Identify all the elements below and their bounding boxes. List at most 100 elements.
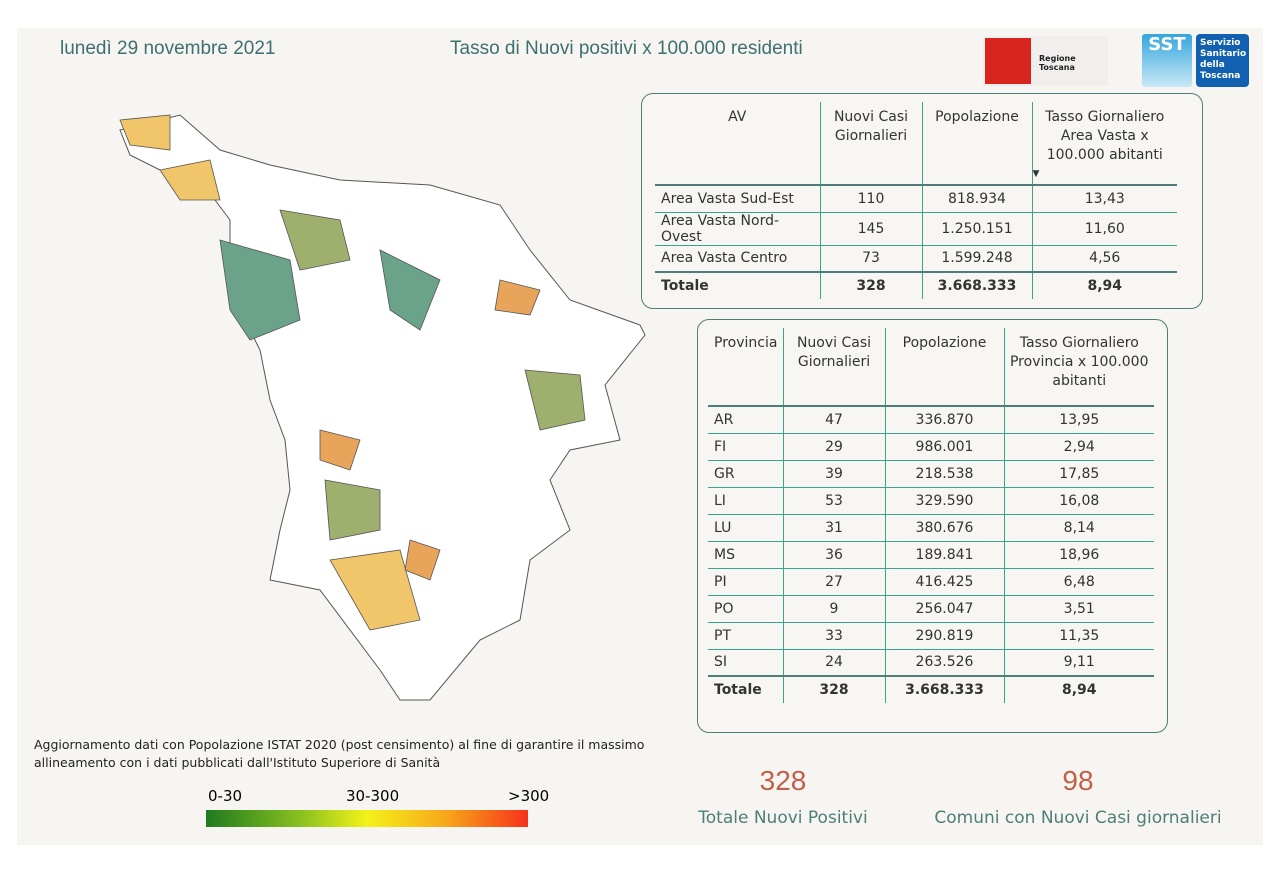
table-cell: 27 [782, 568, 885, 596]
table-cell: 36 [782, 541, 885, 569]
table-cell: 39 [782, 460, 885, 488]
table-cell: 47 [782, 406, 885, 434]
legend-color-scale [206, 810, 528, 827]
update-note: Aggiornamento dati con Popolazione ISTAT… [34, 737, 645, 770]
table-row: FI 29 986.001 2,94 [708, 433, 1154, 461]
tuscany-map [119, 114, 646, 701]
table-cell: MS [708, 541, 783, 569]
table-cell: 328 [819, 271, 922, 299]
total-row: Totale 328 3.668.333 8,94 [708, 675, 1154, 703]
map-area-yellow [119, 114, 171, 151]
table-cell: 13,95 [1003, 406, 1154, 434]
table-cell: 73 [819, 245, 922, 273]
map-area-olive [324, 479, 381, 541]
table-cell: Totale [655, 271, 820, 299]
map-area-yellow [159, 159, 221, 201]
table-row: PT 33 290.819 11,35 [708, 622, 1154, 650]
map-area-orange [404, 539, 441, 581]
table-cell: 1.250.151 [921, 212, 1032, 246]
table-cell: Area Vasta Centro [655, 245, 820, 273]
table-cell: 986.001 [884, 433, 1004, 461]
table-row: SI 24 263.526 9,11 [708, 649, 1154, 677]
table-cell: 218.538 [884, 460, 1004, 488]
table-cell: FI [708, 433, 783, 461]
table-row: LU 31 380.676 8,14 [708, 514, 1154, 542]
table-cell: 263.526 [884, 649, 1004, 677]
table-row: LI 53 329.590 16,08 [708, 487, 1154, 515]
table-cell: SI [708, 649, 783, 677]
map-area-green [379, 249, 441, 331]
legend-label-high: >300 [508, 787, 550, 805]
table-row: Area Vasta Centro 73 1.599.248 4,56 [655, 245, 1177, 273]
table-cell: 380.676 [884, 514, 1004, 542]
table-cell: 24 [782, 649, 885, 677]
regione-toscana-logo: Regione Toscana [983, 36, 1108, 86]
table-cell: 29 [782, 433, 885, 461]
population-header[interactable]: Popolazione [921, 102, 1032, 186]
municipalities-label: Comuni con Nuovi Casi giornalieri [934, 808, 1222, 828]
table-cell: 33 [782, 622, 885, 650]
table-cell: 11,35 [1003, 622, 1154, 650]
table-cell: 3,51 [1003, 595, 1154, 623]
table-cell: 4,56 [1031, 245, 1177, 273]
table-cell: 336.870 [884, 406, 1004, 434]
table-cell: Totale [708, 675, 783, 703]
sst-logo-text: Servizio Sanitario della Toscana [1196, 34, 1249, 87]
table-cell: 145 [819, 212, 922, 246]
page-title: Tasso di Nuovi positivi x 100.000 reside… [450, 38, 803, 59]
table-cell: PT [708, 622, 783, 650]
map-area-olive [524, 369, 586, 431]
table-cell: 1.599.248 [921, 245, 1032, 273]
table-cell: PI [708, 568, 783, 596]
municipalities-value: 98 [1062, 765, 1094, 796]
table-cell: 329.590 [884, 487, 1004, 515]
province-table: Provincia Nuovi Casi Giornalieri Popolaz… [708, 328, 1154, 703]
table-cell: 818.934 [921, 185, 1032, 213]
table-cell: 328 [782, 675, 885, 703]
population-header[interactable]: Popolazione [884, 328, 1004, 407]
table-cell: 3.668.333 [921, 271, 1032, 299]
pegasus-icon [985, 38, 1031, 84]
table-cell: GR [708, 460, 783, 488]
table-cell: 6,48 [1003, 568, 1154, 596]
table-cell: 3.668.333 [884, 675, 1004, 703]
map-area-olive [279, 209, 351, 271]
province-header[interactable]: Provincia [708, 328, 783, 407]
table-row: PI 27 416.425 6,48 [708, 568, 1154, 596]
map-area-orange [319, 429, 361, 471]
table-cell: 11,60 [1031, 212, 1177, 246]
map-area-orange [494, 279, 541, 316]
table-cell: LU [708, 514, 783, 542]
table-cell: 256.047 [884, 595, 1004, 623]
table-cell: Area Vasta Nord-Ovest [655, 212, 820, 246]
province-table-box: Provincia Nuovi Casi Giornalieri Popolaz… [697, 319, 1168, 733]
total-row: Totale 328 3.668.333 8,94 [655, 271, 1177, 299]
table-cell: 31 [782, 514, 885, 542]
table-cell: 416.425 [884, 568, 1004, 596]
table-cell: 16,08 [1003, 487, 1154, 515]
table-cell: 18,96 [1003, 541, 1154, 569]
legend-label-mid: 30-300 [346, 787, 400, 805]
table-row: Area Vasta Nord-Ovest 145 1.250.151 11,60 [655, 212, 1177, 246]
table-row: AR 47 336.870 13,95 [708, 406, 1154, 434]
av-header[interactable]: AV [655, 102, 820, 186]
map-area-green [219, 239, 301, 341]
table-cell: 9 [782, 595, 885, 623]
total-positives-value: 328 [759, 765, 807, 796]
table-row: MS 36 189.841 18,96 [708, 541, 1154, 569]
rate-header[interactable]: Tasso Giornaliero Area Vasta x 100.000 a… [1031, 102, 1177, 186]
rate-header[interactable]: Tasso Giornaliero Provincia x 100.000 ab… [1003, 328, 1154, 407]
table-cell: 53 [782, 487, 885, 515]
av-table: AV Nuovi Casi Giornalieri Popolazione Ta… [655, 102, 1177, 299]
cases-header[interactable]: Nuovi Casi Giornalieri [819, 102, 922, 186]
cases-header[interactable]: Nuovi Casi Giornalieri [782, 328, 885, 407]
table-cell: 110 [819, 185, 922, 213]
table-cell: AR [708, 406, 783, 434]
date-label: lunedì 29 novembre 2021 [60, 38, 276, 59]
table-cell: 290.819 [884, 622, 1004, 650]
table-cell: LI [708, 487, 783, 515]
table-cell: 189.841 [884, 541, 1004, 569]
sort-desc-icon: ▼ [1032, 169, 1040, 179]
table-cell: 17,85 [1003, 460, 1154, 488]
table-cell: 8,94 [1031, 271, 1177, 299]
